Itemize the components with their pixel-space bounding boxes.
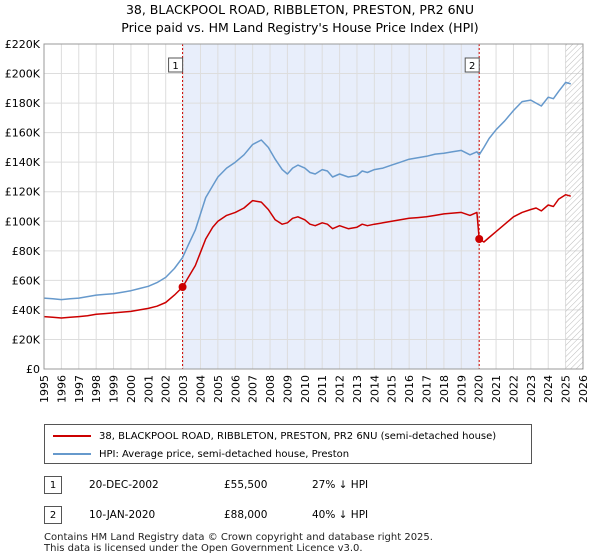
footer-licence: This data is licensed under the Open Gov…	[44, 543, 363, 554]
sale-number-badge: 2	[44, 506, 62, 524]
y-tick-label: £140K	[5, 156, 41, 169]
x-tick-label: 2005	[212, 375, 225, 403]
sale-date: 10-JAN-2020	[89, 509, 156, 521]
legend-item-hpi: HPI: Average price, semi-detached house,…	[53, 446, 349, 462]
sale-date: 20-DEC-2002	[89, 479, 159, 491]
legend: 38, BLACKPOOL ROAD, RIBBLETON, PRESTON, …	[44, 424, 532, 464]
sale-price: £55,500	[224, 479, 268, 491]
x-tick-label: 2012	[334, 375, 347, 403]
y-tick-label: £0	[26, 363, 40, 376]
x-tick-label: 2020	[473, 375, 486, 403]
property-price-line	[43, 193, 572, 319]
plot-frame	[43, 43, 584, 370]
legend-item-property: 38, BLACKPOOL ROAD, RIBBLETON, PRESTON, …	[53, 428, 496, 444]
x-tick-label: 2014	[368, 375, 381, 403]
ownership-shaded-region	[182, 44, 480, 369]
x-tick-label: 2013	[351, 375, 364, 403]
x-tick-label: 2021	[490, 375, 503, 403]
y-tick-label: £160K	[5, 127, 41, 140]
y-tick-label: £200K	[5, 68, 41, 81]
footer-copyright: Contains HM Land Registry data © Crown c…	[44, 532, 433, 543]
future-hatched-region	[565, 44, 583, 369]
sale-label-number: 1	[172, 61, 178, 72]
sale-number-badge: 1	[44, 476, 62, 494]
x-tick-label: 1996	[55, 375, 68, 403]
footer: Contains HM Land Registry data © Crown c…	[44, 532, 433, 554]
x-tick-label: 2019	[455, 375, 468, 403]
sale-hpi-diff: 27% ↓ HPI	[312, 479, 369, 491]
x-tick-label: 2002	[160, 375, 173, 403]
x-tick-label: 2006	[229, 375, 242, 403]
legend-swatch-property	[53, 435, 91, 437]
hpi-line	[43, 81, 572, 301]
x-tick-label: 2011	[316, 375, 329, 403]
legend-swatch-hpi	[53, 453, 91, 455]
x-tick-label: 2003	[177, 375, 190, 403]
x-tick-label: 1999	[108, 375, 121, 403]
x-tick-label: 1995	[38, 375, 51, 403]
x-tick-label: 2022	[507, 375, 520, 403]
x-tick-label: 2001	[142, 375, 155, 403]
x-tick-label: 2004	[194, 375, 207, 403]
x-tick-label: 2010	[299, 375, 312, 403]
y-tick-label: £40K	[12, 304, 41, 317]
sale-label-box	[168, 57, 184, 73]
y-tick-label: £120K	[5, 186, 41, 199]
sale-price: £88,000	[224, 509, 268, 521]
x-tick-label: 2000	[125, 375, 138, 403]
x-tick-label: 1997	[73, 375, 86, 403]
y-tick-label: £80K	[12, 245, 41, 258]
chart-title: 38, BLACKPOOL ROAD, RIBBLETON, PRESTON, …	[125, 2, 475, 17]
x-tick-label: 2016	[403, 375, 416, 403]
x-tick-label: 2018	[438, 375, 451, 403]
sale-hpi-diff: 40% ↓ HPI	[312, 509, 369, 521]
sale-point	[178, 283, 187, 292]
sale-label-box	[464, 57, 480, 73]
y-tick-label: £180K	[5, 97, 41, 110]
legend-label-hpi: HPI: Average price, semi-detached house,…	[99, 448, 350, 460]
x-tick-label: 2025	[560, 375, 573, 403]
price-chart: 1 2 £0 £20K £40K £60K £80K £100K £120K £140K £160…	[5, 38, 590, 403]
legend-label-property: 38, BLACKPOOL ROAD, RIBBLETON, PRESTON, …	[99, 430, 497, 442]
chart-subtitle: Price paid vs. HM Land Registry's House …	[121, 20, 479, 35]
x-tick-label: 2024	[542, 375, 555, 403]
y-tick-label: £100K	[5, 215, 41, 228]
x-tick-label: 1998	[90, 375, 103, 403]
x-tick-label: 2007	[247, 375, 260, 403]
sale-point	[475, 235, 484, 243]
x-tick-label: 2026	[577, 375, 590, 403]
y-tick-label: £60K	[12, 274, 41, 287]
y-tick-label: £220K	[5, 38, 41, 51]
x-tick-label: 2015	[386, 375, 399, 403]
x-tick-label: 2008	[264, 375, 277, 403]
x-tick-label: 2017	[421, 375, 434, 403]
sale-label-number: 2	[469, 61, 475, 72]
x-tick-label: 2009	[281, 375, 294, 403]
x-tick-label: 2023	[525, 375, 538, 403]
y-tick-label: £20K	[12, 333, 41, 346]
